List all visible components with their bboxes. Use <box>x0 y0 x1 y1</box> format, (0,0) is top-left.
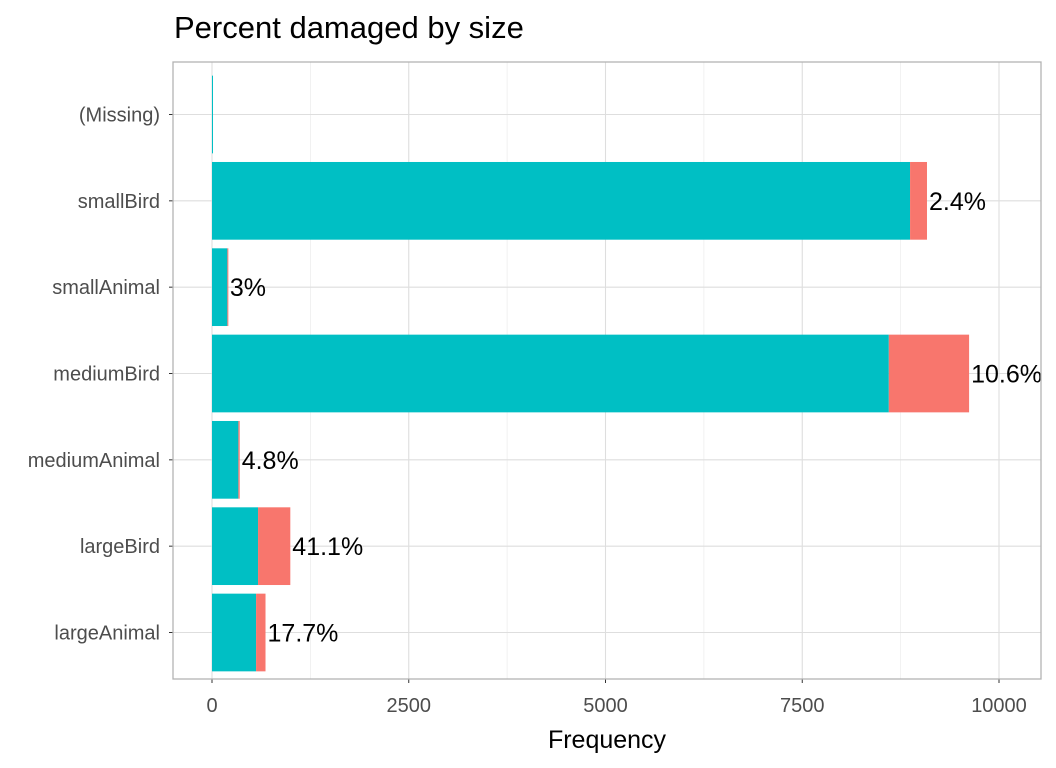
bar-mediumanimal-series-1 <box>212 420 239 499</box>
x-tick-label: 10000 <box>971 695 1027 717</box>
data-label: 2.4% <box>929 188 986 216</box>
bar-largebird-series-2 <box>258 507 291 586</box>
data-label: 10.6% <box>971 361 1042 389</box>
bar-smallanimal-series-1 <box>212 248 228 327</box>
x-tick-labels: 0 2500 5000 7500 10000 <box>206 679 1027 717</box>
bar-mediumanimal-series-2 <box>238 420 240 499</box>
y-tick-label: smallAnimal <box>52 277 160 299</box>
y-tick-label: mediumAnimal <box>28 450 160 472</box>
bar-largeanimal-series-2 <box>256 593 266 672</box>
bar-largebird-series-1 <box>212 507 259 586</box>
data-label: 3% <box>230 274 266 302</box>
y-tick-label: (Missing) <box>79 105 160 127</box>
y-tick-label: largeBird <box>80 536 160 558</box>
x-tick-label: 7500 <box>780 695 825 717</box>
bar-mediumbird-series-1 <box>212 334 889 413</box>
x-tick-label: 0 <box>206 695 217 717</box>
bars <box>212 75 970 672</box>
bar-largeanimal-series-1 <box>212 593 257 672</box>
bar-smallbird-series-1 <box>212 161 911 240</box>
data-labels: 2.4% 3% 10.6% 4.8% 41.1% 17.7% <box>230 188 1042 648</box>
bar-missing-series-1 <box>212 75 213 154</box>
data-label: 41.1% <box>292 533 363 561</box>
x-tick-label: 2500 <box>387 695 432 717</box>
data-label: 4.8% <box>242 447 299 475</box>
x-axis-title: Frequency <box>548 726 667 754</box>
chart-title: Percent damaged by size <box>174 10 524 45</box>
bar-mediumbird-series-2 <box>888 334 970 413</box>
bar-smallanimal-series-2 <box>227 248 229 327</box>
y-tick-label: mediumBird <box>53 364 160 386</box>
data-label: 17.7% <box>268 620 339 648</box>
panel-border <box>172 61 1042 680</box>
y-tick-label: smallBird <box>78 191 160 213</box>
y-tick-labels: (Missing) smallBird smallAnimal mediumBird m… <box>28 105 173 645</box>
bar-smallbird-series-2 <box>910 161 927 240</box>
x-tick-label: 5000 <box>583 695 628 717</box>
y-tick-label: largeAnimal <box>54 623 160 645</box>
